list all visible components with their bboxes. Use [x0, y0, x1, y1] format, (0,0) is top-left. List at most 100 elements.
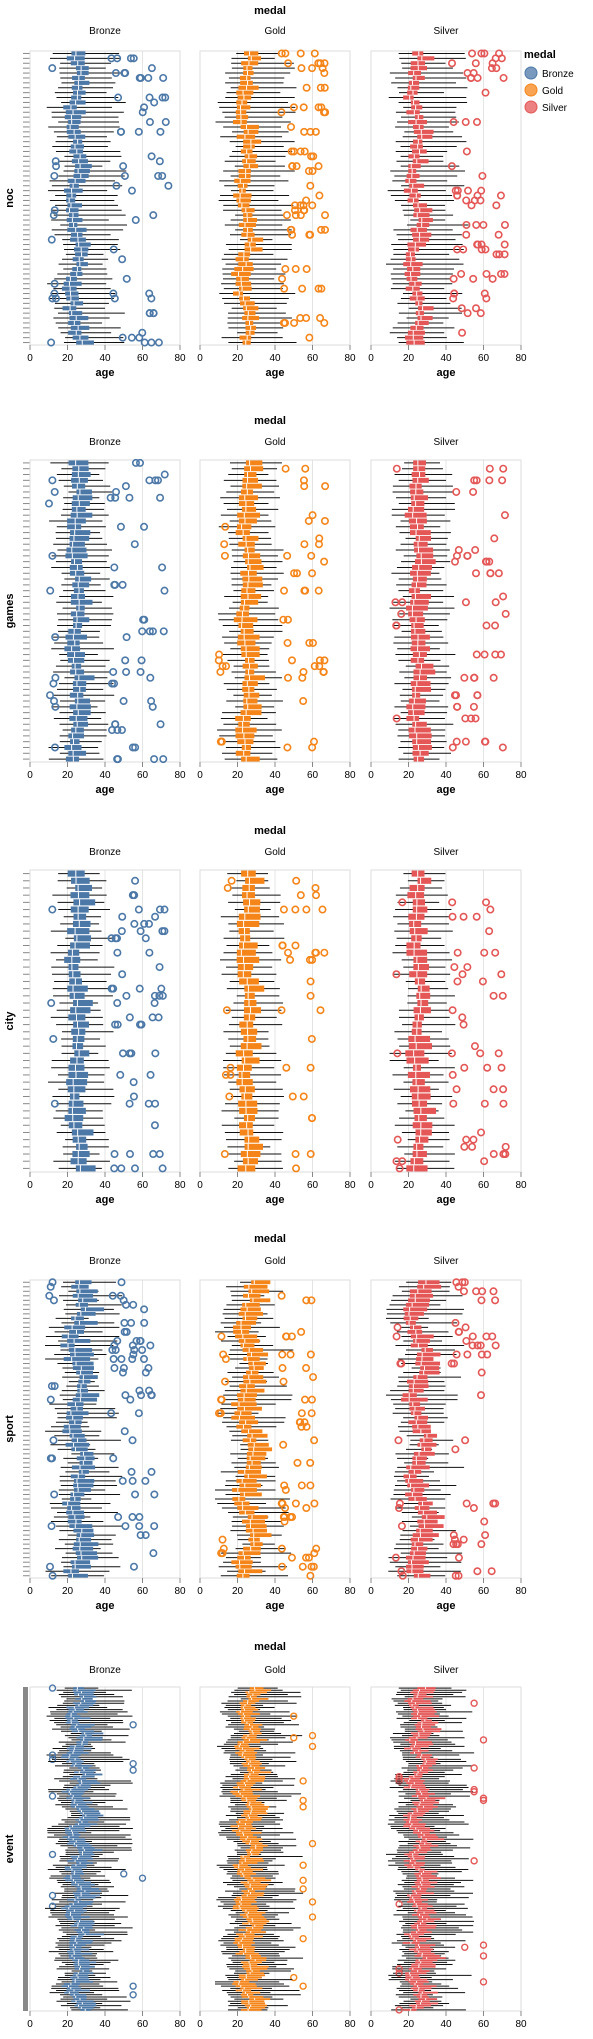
outlier-point — [488, 1568, 494, 1574]
box-marks — [386, 1687, 487, 2013]
box — [417, 1722, 438, 1724]
box-marks — [45, 1279, 158, 1579]
outlier-point — [141, 524, 147, 530]
legend-swatch — [525, 101, 537, 113]
box — [237, 1556, 250, 1560]
box — [408, 120, 427, 124]
outlier-point — [498, 1065, 504, 1071]
outlier-point — [118, 1356, 124, 1362]
box — [68, 1072, 88, 1078]
box — [236, 257, 249, 261]
outlier-point — [155, 173, 161, 179]
box — [233, 120, 247, 124]
box — [416, 1841, 428, 1843]
box — [414, 1882, 437, 1884]
box — [245, 1877, 266, 1879]
box — [407, 1330, 422, 1334]
box — [413, 76, 425, 80]
outlier-point — [461, 675, 467, 681]
box — [241, 600, 258, 605]
box — [403, 1307, 427, 1311]
box — [404, 1700, 430, 1702]
outlier-point — [280, 1442, 286, 1448]
box — [74, 1691, 94, 1693]
box — [413, 1151, 427, 1157]
box — [413, 1122, 433, 1128]
box — [71, 611, 85, 616]
x-tick-label: 20 — [403, 353, 415, 364]
box — [70, 1765, 92, 1767]
box — [79, 1470, 89, 1474]
box — [408, 1856, 426, 1858]
box — [77, 1890, 102, 1892]
box — [62, 287, 77, 291]
x-tick-label: 40 — [440, 1180, 452, 1191]
box — [251, 1845, 268, 1847]
outlier-point — [110, 1455, 116, 1461]
outlier-point — [161, 587, 167, 593]
outlier-point — [285, 949, 291, 955]
box — [243, 1547, 261, 1551]
box — [234, 1411, 251, 1415]
x-tick-label: 20 — [62, 770, 74, 781]
box — [73, 1398, 97, 1402]
x-tick-label: 0 — [27, 770, 33, 781]
box — [413, 957, 427, 963]
panel-gold: Gold020406080age — [197, 1256, 356, 1612]
outlier-point — [474, 119, 480, 125]
box — [77, 1384, 87, 1388]
box — [249, 1730, 260, 1732]
x-tick-label: 80 — [174, 770, 186, 781]
box — [407, 174, 420, 178]
outlier-point — [118, 524, 124, 530]
box — [412, 687, 431, 692]
box — [236, 1821, 253, 1823]
box — [406, 1321, 416, 1325]
box — [411, 501, 424, 506]
box — [406, 110, 419, 114]
box — [76, 1303, 88, 1307]
box — [243, 140, 261, 144]
outlier-point — [111, 1165, 117, 1171]
outlier-point — [129, 1514, 135, 1520]
box — [238, 1569, 262, 1573]
facet-title: Silver — [433, 1256, 459, 1267]
box — [418, 1730, 441, 1732]
box — [240, 1493, 262, 1497]
box — [236, 1079, 252, 1085]
box — [409, 921, 421, 927]
box — [238, 1828, 256, 1830]
box — [414, 1955, 439, 1957]
box — [405, 336, 423, 340]
box — [239, 1860, 264, 1862]
x-tick-label: 0 — [27, 353, 33, 364]
box — [244, 311, 255, 315]
box — [239, 1022, 253, 1028]
box — [404, 1778, 421, 1780]
box — [70, 1745, 84, 1747]
box — [410, 1858, 425, 1860]
box — [241, 1151, 261, 1157]
box — [418, 1511, 437, 1515]
box — [68, 120, 80, 124]
box — [413, 751, 429, 756]
box — [243, 1739, 267, 1741]
outlier-point — [502, 1144, 508, 1150]
box — [238, 1819, 261, 1821]
outlier-point — [150, 1550, 156, 1556]
outlier-point — [471, 1765, 477, 1771]
outlier-point — [311, 1437, 317, 1443]
box — [246, 1972, 264, 1974]
box — [248, 1443, 269, 1447]
outlier-point — [161, 906, 167, 912]
outlier-point — [157, 129, 163, 135]
box — [411, 1964, 435, 1966]
x-axis-label: age — [96, 1600, 115, 1612]
legend-label: Bronze — [542, 69, 574, 80]
outlier-point — [119, 256, 125, 262]
box — [237, 1944, 251, 1946]
box — [69, 1348, 92, 1352]
box — [73, 1996, 87, 1998]
box — [414, 757, 424, 762]
box — [70, 1925, 92, 1927]
